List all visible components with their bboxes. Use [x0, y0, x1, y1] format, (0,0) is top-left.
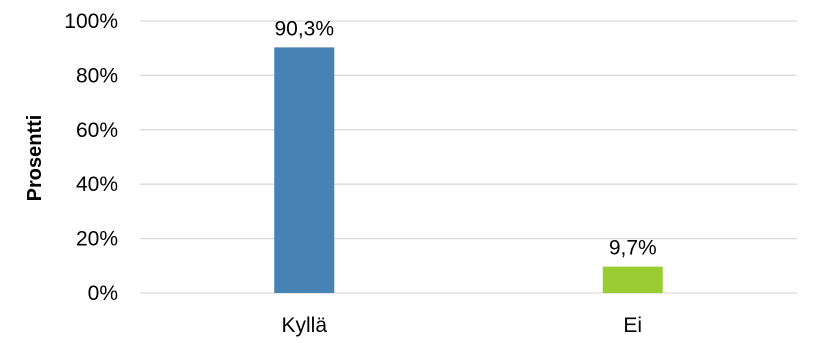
y-tick-label: 0%: [88, 282, 118, 305]
bar: [602, 266, 663, 293]
gridlines: [140, 20, 797, 294]
x-axis-categories: Kyllä Ei: [281, 314, 642, 337]
y-tick-label: 60%: [76, 119, 118, 142]
y-axis-label: Prosentti: [24, 115, 46, 202]
y-tick-label: 20%: [76, 228, 118, 251]
bars: [274, 47, 663, 293]
bar: [274, 47, 335, 293]
x-tick-label: Ei: [623, 314, 642, 337]
y-axis-ticks: 0% 20% 40% 60% 80% 100%: [64, 10, 118, 305]
x-tick-label: Kyllä: [281, 314, 327, 337]
data-label: 9,7%: [609, 237, 657, 260]
data-label: 90,3%: [274, 17, 334, 40]
y-tick-label: 100%: [64, 10, 118, 33]
data-labels: 90,3% 9,7%: [274, 17, 656, 259]
y-tick-label: 80%: [76, 64, 118, 87]
y-tick-label: 40%: [76, 173, 118, 196]
